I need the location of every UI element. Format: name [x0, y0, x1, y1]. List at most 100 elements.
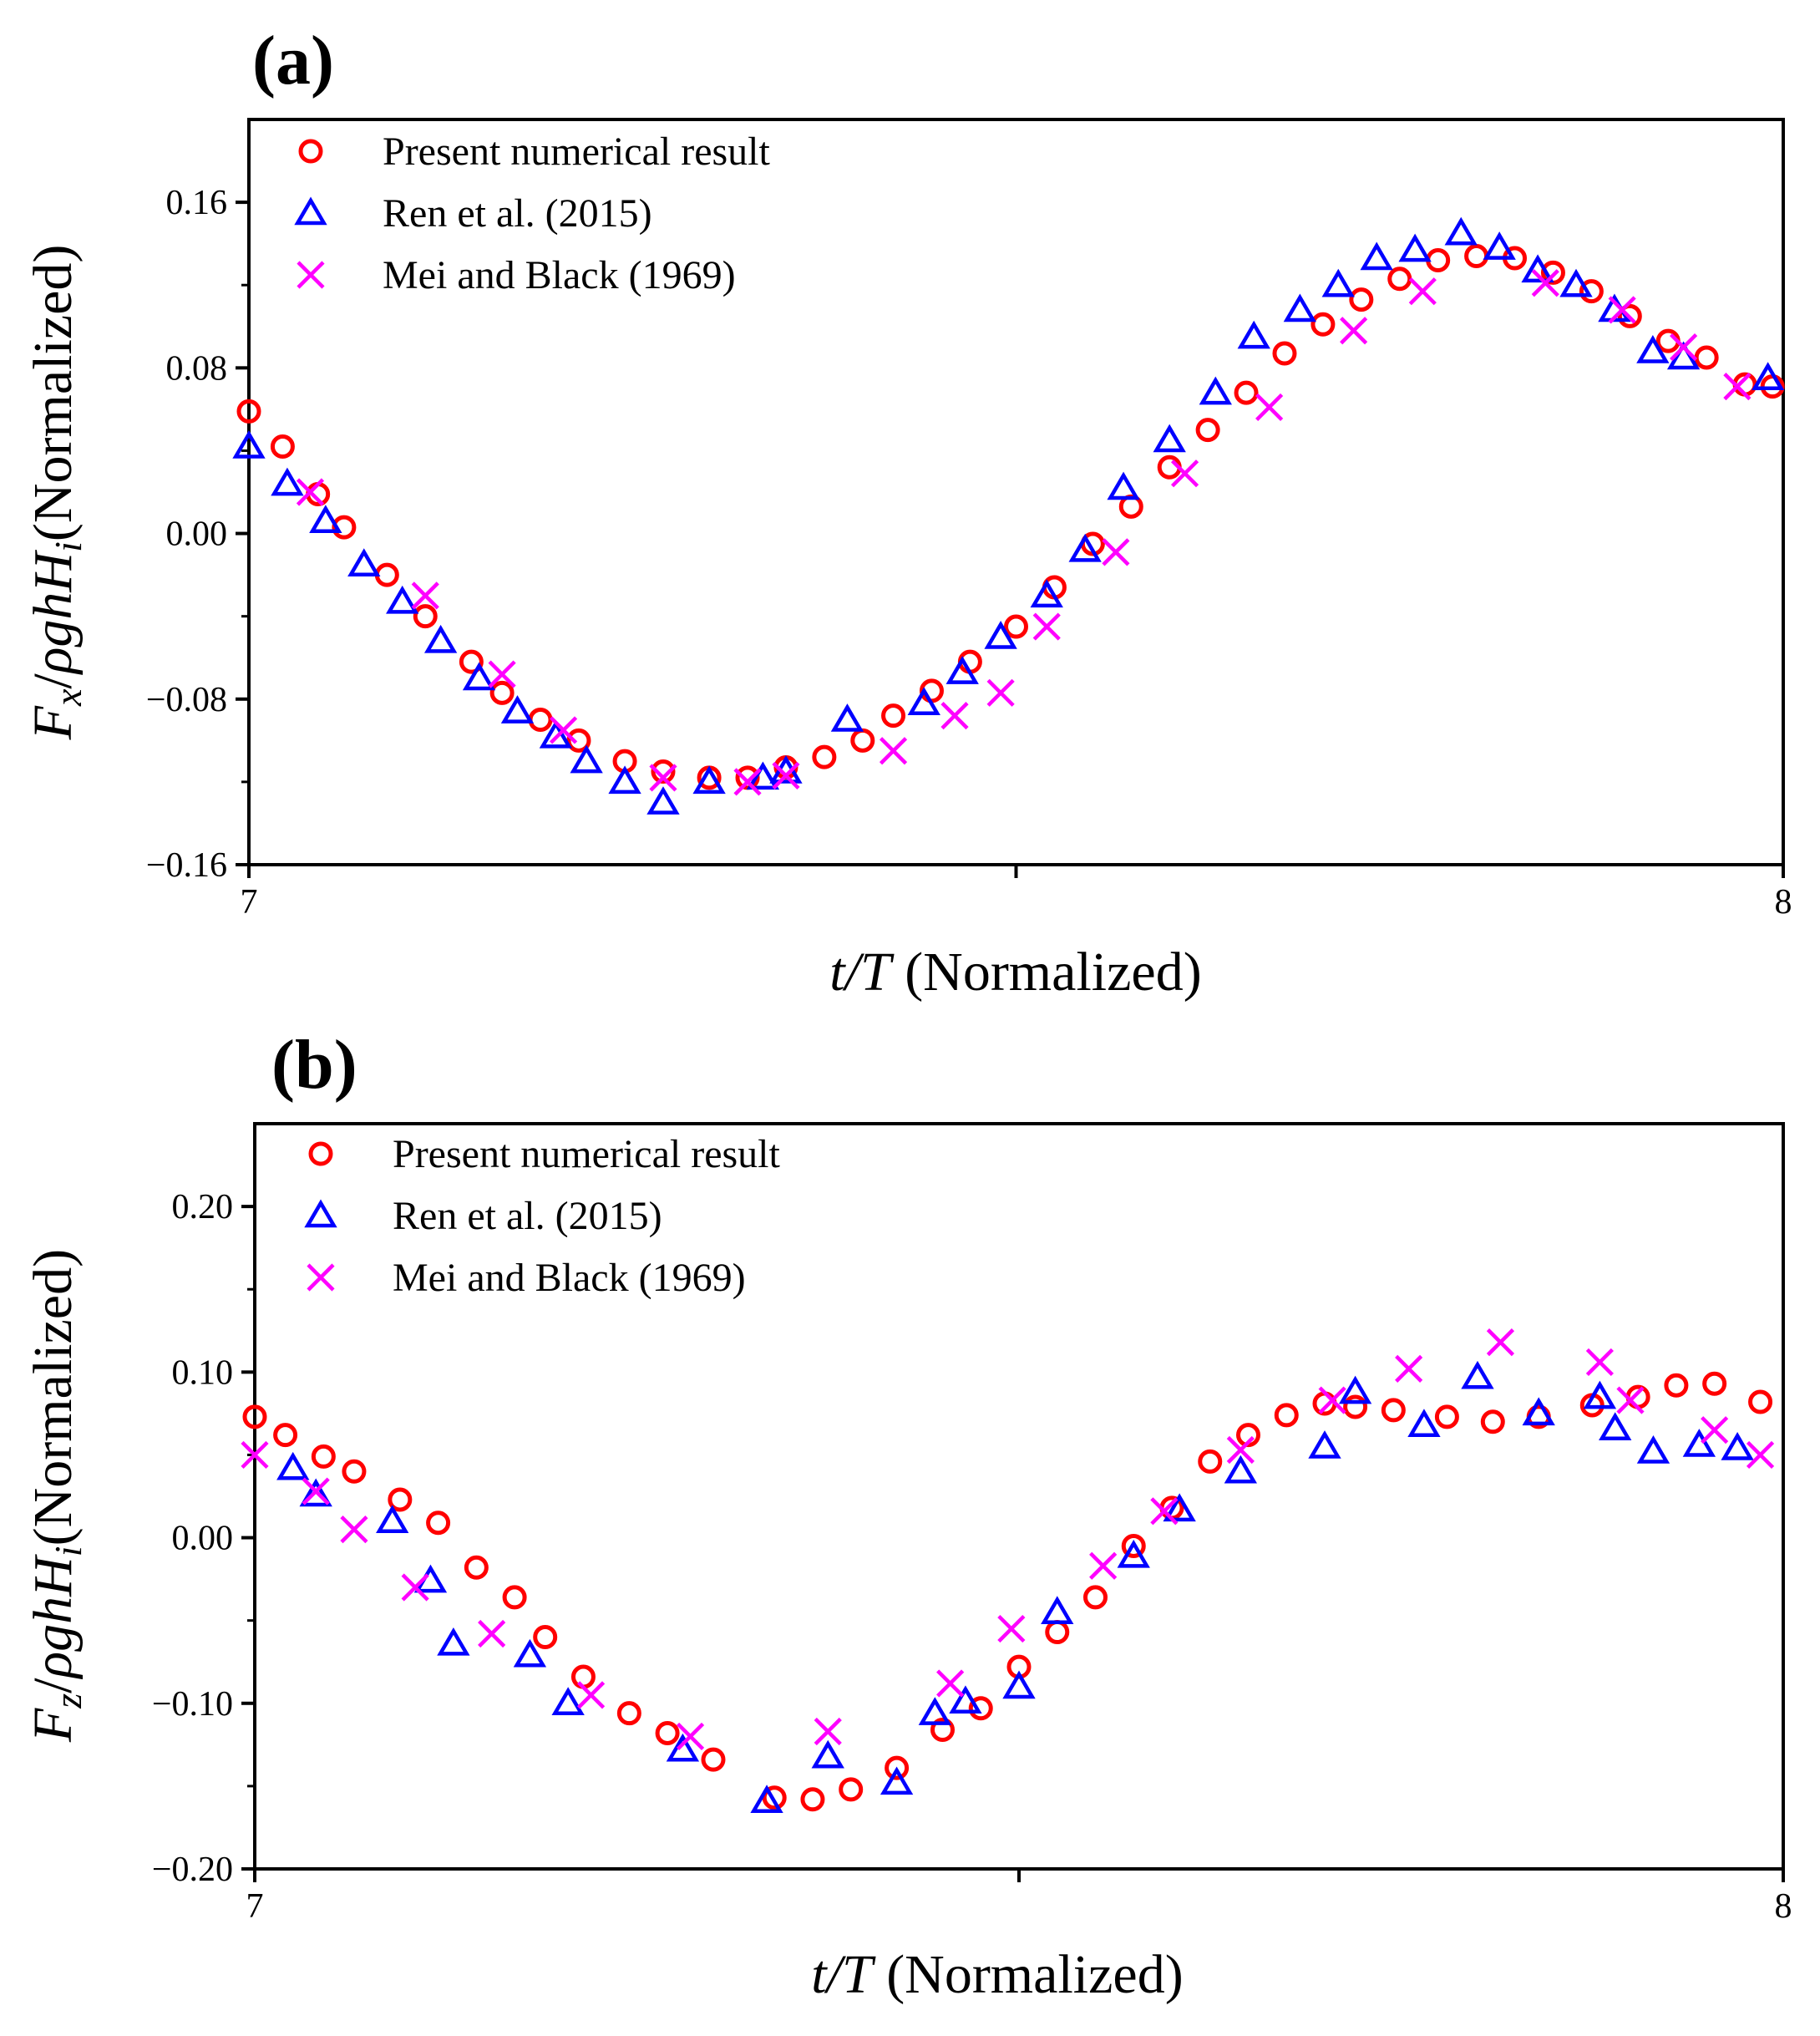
data-point — [1483, 231, 1516, 260]
data-point — [1480, 1409, 1505, 1434]
y-tick-label: 0.10 — [172, 1353, 234, 1392]
data-point — [1226, 1435, 1255, 1465]
data-point — [880, 1766, 914, 1795]
legend-entry: Mei and Black (1969) — [383, 253, 736, 297]
data-point — [830, 703, 864, 732]
data-point — [646, 786, 680, 815]
data-point — [1272, 341, 1297, 366]
data-point — [1163, 1493, 1196, 1522]
data-point — [666, 1733, 700, 1762]
y-axis-title: Fz/ρghHi(Normalized) — [23, 1249, 89, 1743]
data-point — [1723, 373, 1752, 401]
data-point — [1030, 579, 1063, 608]
data-point — [1585, 1348, 1614, 1377]
data-point — [1746, 1440, 1775, 1470]
chart-panel-b: (b) −0.20 −0.10 0.00 0.10 0.20 7 8 t/T (Normaliz… — [23, 1026, 1792, 2005]
y-tick-label: −0.20 — [152, 1851, 233, 1889]
data-point — [1102, 538, 1130, 566]
data-point — [270, 434, 295, 459]
data-point — [1117, 1539, 1150, 1568]
data-point — [800, 1787, 825, 1812]
data-point — [549, 716, 578, 744]
data-point — [879, 737, 908, 765]
data-point — [539, 719, 573, 749]
data-point — [1464, 244, 1489, 269]
data-point — [1089, 1551, 1118, 1580]
data-point — [649, 764, 677, 792]
x-axis-title: t/T (Normalized) — [811, 1944, 1183, 2005]
data-point — [608, 765, 641, 795]
data-point — [655, 1720, 680, 1745]
series-present — [242, 1371, 1773, 1812]
data-point — [1669, 333, 1698, 362]
data-point — [1004, 614, 1028, 639]
data-point — [907, 687, 940, 715]
series-mei — [241, 1328, 1775, 1751]
data-point — [1682, 1429, 1716, 1457]
data-point — [1721, 1432, 1754, 1460]
y-tick-label: −0.16 — [146, 846, 227, 885]
data-point — [918, 1697, 952, 1725]
data-point — [1045, 1620, 1070, 1645]
data-point — [437, 1627, 470, 1656]
x-tick-label: 7 — [241, 883, 258, 922]
data-point — [984, 620, 1017, 649]
data-point — [332, 515, 357, 540]
data-point — [1748, 1389, 1773, 1414]
series-mei — [296, 269, 1752, 796]
data-point — [940, 702, 969, 730]
data-point — [701, 1747, 726, 1772]
data-point — [232, 430, 266, 459]
data-point — [1702, 1371, 1727, 1396]
data-point — [750, 1785, 783, 1813]
data-point — [850, 728, 875, 753]
data-point — [997, 1614, 1026, 1643]
data-point — [986, 678, 1015, 707]
y-tick-label: −0.08 — [146, 681, 227, 719]
data-point — [513, 1638, 547, 1668]
data-point — [1486, 1328, 1515, 1357]
series-ren — [232, 216, 1785, 815]
series-present — [236, 244, 1785, 790]
panel-label: (b) — [271, 1026, 357, 1104]
data-point — [241, 1440, 269, 1470]
data-point — [502, 1585, 527, 1610]
data-point — [411, 581, 439, 610]
data-point — [1521, 254, 1554, 283]
y-tick-label: 0.08 — [166, 349, 228, 388]
legend-marker — [307, 1263, 335, 1292]
data-point — [388, 1487, 413, 1512]
data-point — [401, 1573, 429, 1602]
data-point — [1195, 418, 1220, 443]
data-point — [1395, 1354, 1423, 1383]
data-point — [462, 662, 496, 691]
legend-entry: Ren et al. (2015) — [383, 191, 652, 236]
data-point — [1608, 296, 1636, 324]
y-tick-label: −0.10 — [152, 1685, 233, 1724]
data-point — [1312, 1391, 1337, 1416]
data-point — [1002, 1670, 1036, 1699]
data-point — [236, 399, 261, 424]
data-point — [1434, 1404, 1459, 1429]
data-point — [426, 1510, 451, 1536]
data-point — [1224, 1455, 1258, 1484]
data-point — [1068, 533, 1102, 562]
data-point — [1338, 1375, 1372, 1404]
data-point — [311, 1444, 336, 1469]
data-point — [489, 680, 515, 705]
y-tick-label: 0.00 — [172, 1520, 234, 1558]
data-point — [376, 1505, 409, 1533]
data-point — [1274, 1403, 1299, 1428]
data-point — [1121, 1533, 1146, 1558]
data-point — [839, 1777, 864, 1802]
data-point — [772, 761, 800, 790]
data-point — [1522, 1397, 1555, 1426]
data-point — [1199, 376, 1232, 405]
data-point — [1701, 1416, 1729, 1444]
data-point — [309, 505, 342, 533]
data-point — [1616, 1386, 1645, 1414]
legend: Present numerical result Ren et al. (2015… — [294, 129, 771, 297]
data-point — [1408, 277, 1437, 306]
data-point — [1234, 380, 1259, 405]
data-point — [1255, 393, 1284, 422]
